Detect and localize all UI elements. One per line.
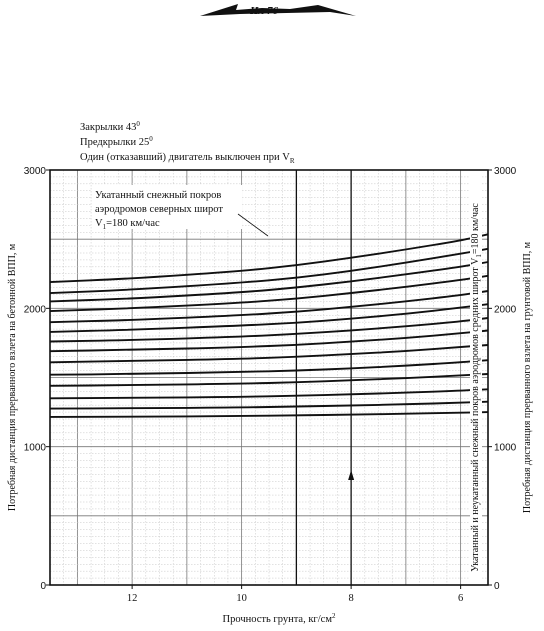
series-line-14 [49, 411, 489, 418]
reference-lines [295, 170, 355, 585]
y-tick-label-right: 3000 [494, 166, 517, 177]
x-axis-label: Прочность грунта, кг/см2 [223, 612, 336, 625]
inner-vertical-label: Укатанный и неукатанный снежный покров а… [470, 174, 483, 581]
series-line-8 [49, 329, 489, 353]
inner-label-background [470, 174, 482, 581]
inner-label-text: Укатанный и неукатанный снежный покров а… [470, 203, 483, 572]
annotation-leader [237, 213, 269, 237]
series-line-5 [49, 290, 489, 324]
series-line-1 [49, 233, 489, 284]
x-tick-label: 8 [349, 593, 354, 604]
y-tick-label-left: 2000 [24, 304, 47, 315]
y-tick-label-left: 3000 [24, 166, 47, 177]
plot-frame [49, 169, 489, 586]
y-axis-label-left: Потребная дистанция прерванного взлета н… [7, 243, 18, 511]
series-line-9 [49, 344, 489, 364]
series-line-7 [49, 317, 489, 343]
conditions-block: Закрылки 430 Предкрылки 250 Один (отказа… [80, 120, 295, 165]
x-tick-label: 10 [236, 593, 247, 604]
series-line-13 [49, 400, 489, 410]
x-tick-label: 6 [458, 593, 463, 604]
chart-series [49, 233, 489, 418]
y-axis-label-right: Потребная дистанция прерванного взлета н… [522, 241, 533, 513]
annotation-background [92, 185, 242, 229]
chart-ticks: 12 10 8 6 0 0 1000 1000 2000 2000 3000 3000 [24, 166, 517, 604]
conditions-engine: Один (отказавший) двигатель выключен при… [80, 152, 295, 165]
annotation-northern: Укатанный снежный покров аэродромов севе… [92, 185, 269, 237]
header-mark-text: Ил 76 [249, 5, 278, 17]
annotation-line3: V1=180 км/час [95, 218, 160, 231]
series-line-11 [49, 373, 489, 387]
series-line-6 [49, 303, 489, 333]
annotation-line2: аэродромов северных широт [95, 204, 223, 215]
series-line-10 [49, 359, 489, 376]
series-line-3 [49, 261, 489, 303]
conditions-flaps: Закрылки 430 [80, 120, 140, 133]
annotation-line1: Укатанный снежный покров [95, 190, 221, 201]
series-line-12 [49, 388, 489, 400]
series-line-4 [49, 274, 489, 313]
header-mark: Ил 76 [200, 4, 356, 17]
series-line-2 [49, 247, 489, 295]
y-tick-label-left: 1000 [24, 443, 47, 454]
y-tick-label-right: 1000 [494, 443, 517, 454]
y-tick-label-right: 2000 [494, 304, 517, 315]
arrow-up-icon [348, 470, 355, 480]
conditions-slats: Предкрылки 250 [80, 135, 153, 148]
x-tick-label: 12 [127, 593, 138, 604]
y-tick-label-right: 0 [494, 581, 500, 592]
y-tick-label-left: 0 [40, 581, 46, 592]
